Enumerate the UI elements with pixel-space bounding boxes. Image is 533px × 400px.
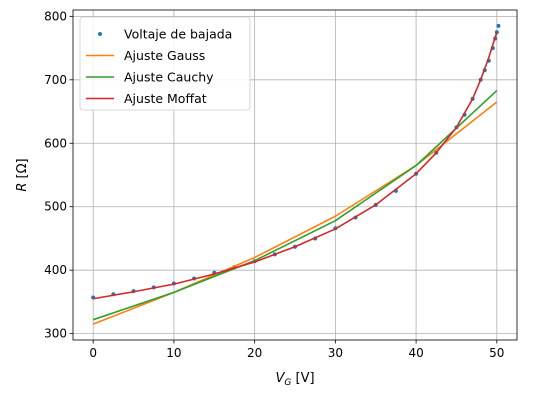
x-tick-label: 20 [247,346,262,360]
y-tick-label: 800 [44,9,67,23]
y-tick-label: 400 [44,263,67,277]
legend-label: Ajuste Moffat [124,91,207,106]
y-tick-label: 500 [44,200,67,214]
data-point [496,23,501,28]
legend-label: Voltaje de bajada [124,27,232,42]
legend-box [79,16,251,111]
y-tick-label: 700 [44,73,67,87]
series-line-ajuste-moffat [93,31,498,300]
x-tick-label: 40 [408,346,423,360]
x-tick-label: 30 [328,346,343,360]
x-axis-label: VG [V] [275,371,314,388]
series-layer [91,23,501,325]
y-axis-label: R [Ω] [15,158,30,191]
y-tick-label: 300 [44,327,67,341]
x-tick-label: 10 [166,346,181,360]
legend: Voltaje de bajada Ajuste Gauss Ajuste Cauc… [79,16,251,111]
legend-label: Ajuste Cauchy [124,70,214,85]
x-tick-label: 0 [89,346,97,360]
x-tick-label: 50 [489,346,504,360]
legend-marker [98,32,102,36]
plot-frame [72,9,518,341]
axis-ticks: 0 10 20 30 40 50 300 400 500 600 700 800 [44,9,504,360]
series-line-ajuste-cauchy [92,90,498,321]
legend-label: Ajuste Gauss [124,48,205,63]
y-tick-label: 600 [44,136,67,150]
